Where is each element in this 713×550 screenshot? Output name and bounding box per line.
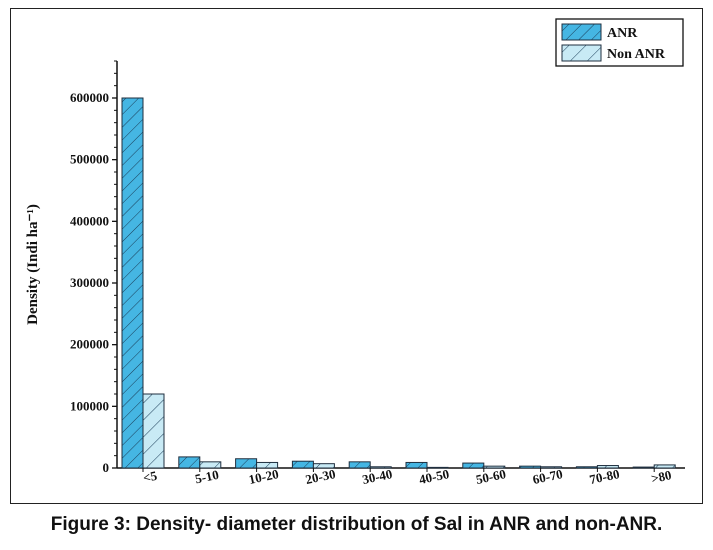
x-tick-label: 5-10 — [194, 467, 220, 487]
legend-swatch — [561, 23, 602, 41]
y-tick-label: 600000 — [70, 90, 109, 105]
bar-anr — [405, 461, 428, 469]
x-tick-label: 70-80 — [588, 466, 621, 487]
x-tick-label: 10-20 — [247, 466, 280, 487]
bar-non-anr — [312, 463, 335, 469]
bar-non-anr — [653, 464, 676, 469]
x-tick-label: 50-60 — [474, 466, 507, 487]
y-tick-label: 500000 — [70, 152, 109, 167]
bar-anr — [632, 466, 655, 469]
y-tick-label: 0 — [103, 460, 110, 475]
x-tick-label: 60-70 — [531, 466, 564, 487]
x-tick-label: >80 — [650, 467, 673, 486]
bar-anr — [575, 466, 598, 469]
bar-non-anr — [596, 465, 619, 469]
bar-non-anr — [540, 466, 563, 469]
bar-non-anr — [142, 393, 165, 469]
x-tick-label: 40-50 — [418, 466, 451, 487]
chart-frame: 0 100000 200000 300000 400000 500000 600000 Den… — [10, 8, 703, 504]
bar-anr — [348, 461, 371, 469]
y-tick-label: 200000 — [70, 337, 109, 352]
bar-anr — [291, 460, 314, 469]
bar-anr — [235, 458, 258, 469]
bar-non-anr — [369, 466, 392, 469]
x-tick-label: 30-40 — [361, 466, 394, 487]
bar-non-anr — [256, 461, 279, 469]
y-axis-label: Density (Indi ha⁻¹) — [25, 204, 41, 325]
y-tick-label: 300000 — [70, 275, 109, 290]
bar-non-anr — [199, 461, 222, 469]
x-tick-label: 20-30 — [304, 466, 337, 487]
bar-anr — [462, 462, 485, 469]
bar-chart: 0 100000 200000 300000 400000 500000 600000 Den… — [25, 18, 685, 487]
x-tick-label: <5 — [142, 468, 159, 486]
bar-non-anr — [426, 466, 449, 469]
y-tick-label: 100000 — [70, 398, 109, 413]
figure-caption: Figure 3: Density- diameter distribution… — [50, 514, 663, 535]
legend-label: Non ANR — [607, 47, 666, 62]
bar-anr — [519, 465, 542, 469]
legend-label: ANR — [607, 26, 638, 41]
legend-swatch — [561, 44, 602, 62]
bar-anr — [178, 456, 201, 469]
bar-non-anr — [483, 465, 506, 469]
y-tick-label: 400000 — [70, 213, 109, 228]
bar-anr — [121, 97, 144, 469]
